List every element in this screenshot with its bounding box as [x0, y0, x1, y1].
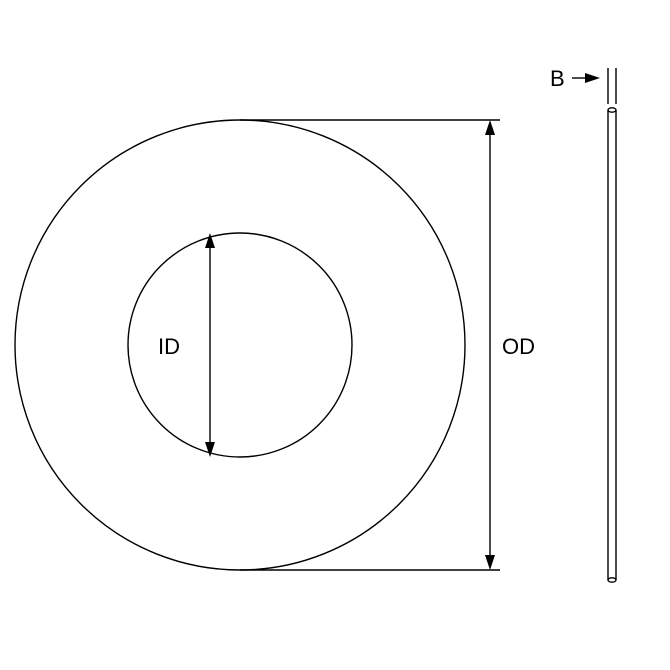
od-label: OD	[502, 334, 535, 359]
washer-edge-view	[608, 108, 616, 582]
b-label: B	[550, 66, 565, 91]
washer-outer-circle	[15, 120, 465, 570]
id-label: ID	[158, 334, 180, 359]
washer-diagram: OD ID B	[0, 0, 670, 670]
b-dimension	[572, 68, 616, 104]
od-dimension	[485, 120, 495, 570]
id-dimension	[205, 233, 215, 457]
